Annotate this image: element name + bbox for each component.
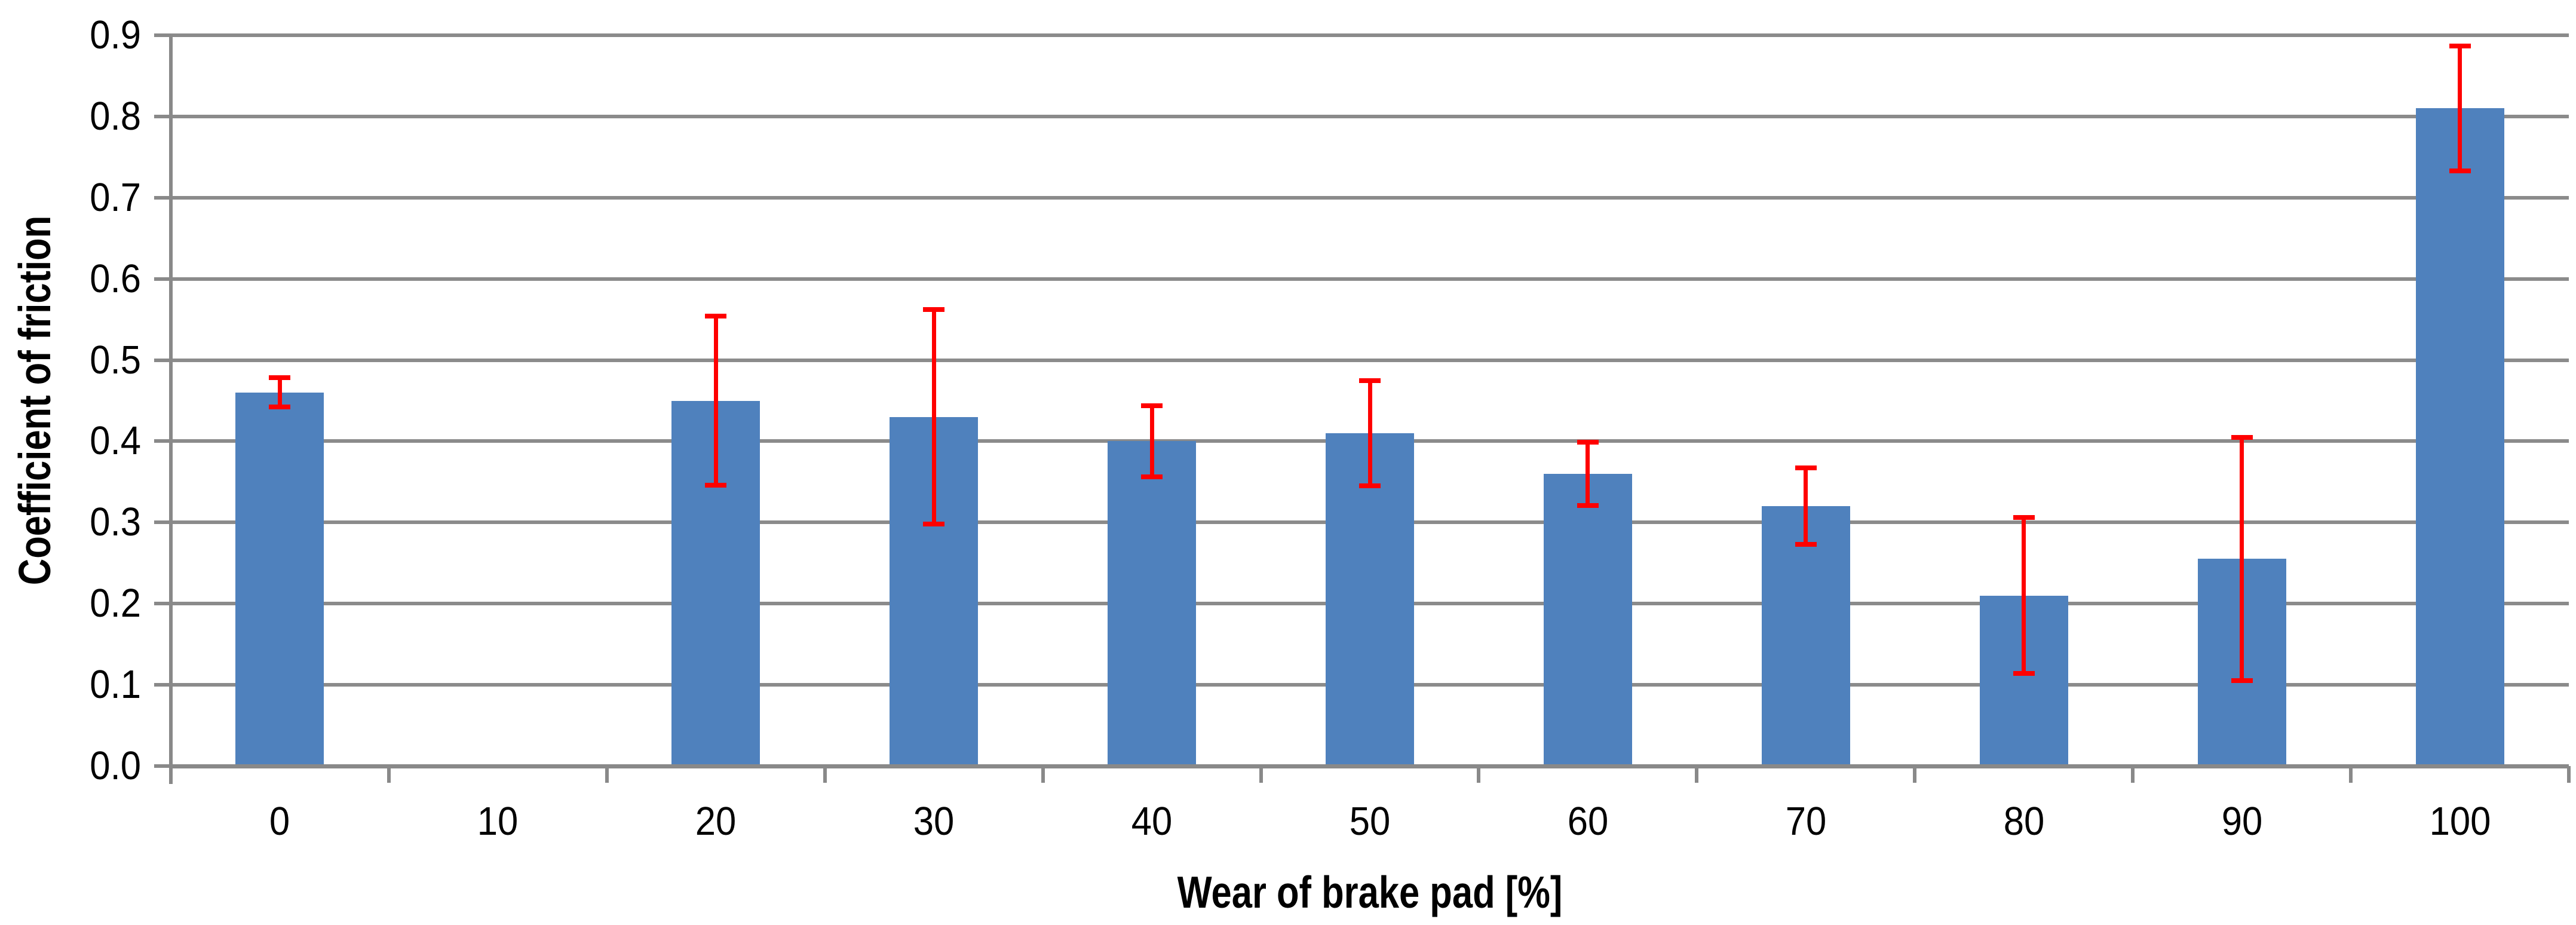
error-bar-cap-bottom [705, 482, 727, 488]
plot-area [171, 33, 2569, 766]
error-bar-stem [2458, 45, 2462, 171]
x-tick-label: 30 [913, 799, 955, 844]
bar [1543, 473, 1632, 766]
x-tick-label: 70 [1785, 799, 1827, 844]
error-bar-cap-top [923, 307, 945, 313]
gridline [171, 33, 2569, 37]
x-axis-line [171, 764, 2569, 768]
error-bar-cap-top [1577, 439, 1599, 445]
y-tick-label: 0.9 [90, 13, 141, 57]
gridline [171, 195, 2569, 200]
error-bar-cap-bottom [2231, 678, 2253, 684]
gridline [171, 114, 2569, 118]
y-tick-mark [154, 277, 171, 281]
bar [1326, 433, 1414, 766]
x-tick-mark [169, 766, 173, 783]
y-tick-label: 0.1 [90, 662, 141, 707]
error-bar-cap-bottom [1795, 542, 1817, 547]
error-bar-cap-top [1795, 465, 1817, 471]
y-tick-mark [154, 602, 171, 606]
x-tick-label: 0 [269, 799, 290, 844]
y-tick-label: 0.2 [90, 581, 141, 626]
error-bar-cap-bottom [923, 522, 945, 527]
error-bar-cap-bottom [2449, 168, 2471, 173]
x-tick-mark [823, 766, 827, 783]
bar [2415, 108, 2504, 766]
x-tick-mark [1913, 766, 1917, 783]
x-tick-mark [605, 766, 609, 783]
x-tick-label: 80 [2003, 799, 2045, 844]
y-tick-mark [154, 520, 171, 525]
error-bar-stem [277, 378, 282, 408]
error-bar-cap-top [2449, 43, 2471, 48]
x-tick-mark [1041, 766, 1045, 783]
y-tick-mark [154, 358, 171, 362]
error-bar-cap-bottom [269, 405, 291, 410]
y-axis-line [169, 35, 173, 784]
x-tick-mark [1477, 766, 1481, 783]
error-bar-cap-bottom [1577, 503, 1599, 508]
y-tick-mark [154, 114, 171, 118]
error-bar-cap-bottom [2013, 671, 2035, 676]
bar [1108, 441, 1197, 766]
y-tick-mark [154, 439, 171, 443]
x-tick-label: 10 [477, 799, 519, 844]
x-tick-label: 50 [1349, 799, 1391, 844]
error-bar-cap-top [2013, 515, 2035, 520]
error-bar-cap-top [269, 375, 291, 381]
y-tick-mark [154, 764, 171, 768]
y-tick-label: 0.8 [90, 93, 141, 139]
error-bar-stem [2240, 437, 2244, 681]
y-tick-label: 0.7 [90, 174, 141, 220]
y-tick-label: 0.5 [90, 337, 141, 382]
error-bar-stem [2022, 517, 2026, 674]
x-tick-label: 60 [1567, 799, 1609, 844]
error-bar-cap-top [1359, 378, 1381, 383]
error-bar-stem [713, 316, 718, 485]
y-tick-label: 0.6 [90, 256, 141, 301]
gridline [171, 358, 2569, 362]
error-bar-stem [1586, 442, 1590, 506]
x-tick-label: 100 [2429, 799, 2491, 844]
y-tick-label: 0.3 [90, 500, 141, 545]
y-tick-mark [154, 195, 171, 200]
error-bar-stem [1367, 380, 1372, 486]
x-tick-label: 90 [2221, 799, 2262, 844]
y-tick-label: 0.0 [90, 743, 141, 788]
x-tick-label: 40 [1131, 799, 1173, 844]
bar [235, 392, 324, 766]
x-tick-mark [1259, 766, 1263, 783]
gridline [171, 277, 2569, 281]
x-tick-mark [2349, 766, 2353, 783]
error-bar-cap-top [2231, 434, 2253, 440]
x-tick-mark [387, 766, 391, 783]
error-bar-cap-bottom [1359, 483, 1381, 489]
error-bar-cap-bottom [1141, 474, 1163, 480]
y-tick-mark [154, 33, 171, 37]
error-bar-stem [1804, 468, 1808, 545]
x-tick-mark [1695, 766, 1699, 783]
x-tick-mark [2567, 766, 2571, 783]
x-tick-mark [2131, 766, 2135, 783]
error-bar-stem [931, 310, 936, 525]
error-bar-cap-top [705, 314, 727, 319]
error-bar-cap-top [1141, 403, 1163, 408]
y-tick-label: 0.4 [90, 418, 141, 464]
x-tick-label: 20 [695, 799, 737, 844]
y-tick-mark [154, 683, 171, 687]
bar [1761, 506, 1850, 766]
x-axis-title: Wear of brake pad [%] [1177, 867, 1563, 917]
error-bar-stem [1149, 405, 1154, 477]
